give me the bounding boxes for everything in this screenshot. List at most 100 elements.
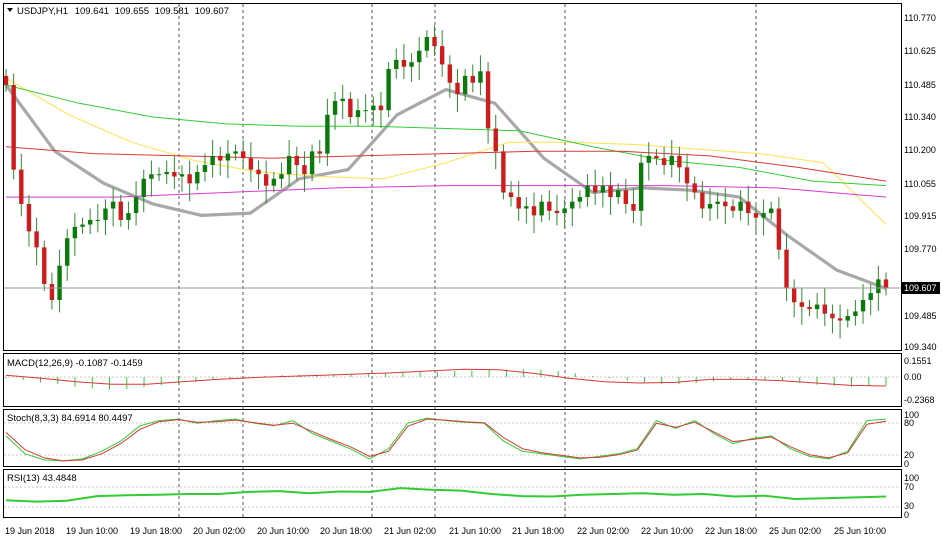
time-tick: 21 Jun 10:00 [449,526,501,536]
candle-body [394,59,399,70]
candle-body [11,85,16,170]
moving-average-green [5,84,887,187]
candle-body [110,201,116,209]
candle-body [876,279,881,294]
candle-body [241,151,246,159]
stoch-tick: 100 [904,410,919,420]
macd-title: MACD(12,26,9) -0.1087 -0.1459 [7,358,143,369]
candle-body [87,219,93,225]
macd-series [5,368,887,390]
candle-body [371,105,376,111]
candle-body [600,185,606,193]
macd-panel-frame [3,353,902,407]
macd-tick: -0.2368 [904,395,935,405]
stoch-signal-line [5,418,887,462]
candle-body [715,201,720,204]
time-tick: 20 Jun 02:00 [193,526,245,536]
time-tick: 22 Jun 02:00 [577,526,629,536]
triangle-down-icon[interactable] [7,8,13,12]
candle-body [34,231,39,248]
moving-average-magenta [6,185,887,198]
candle-body [302,165,307,175]
candle-body [684,167,690,184]
candle-body [3,75,9,86]
stoch-tick: 20 [904,450,914,460]
price-axis: 110.770 110.625 110.485 110.340 110.200 … [904,13,937,352]
price-tick: 109.770 [904,244,937,254]
stoch-tick: 80 [904,418,914,428]
candle-body [348,98,353,118]
candle-body [462,75,468,95]
candle-body [325,114,330,154]
main-panel-frame [3,3,902,351]
candle-body [202,165,208,172]
candle-body [126,213,131,220]
stoch-panel-frame [3,409,902,467]
price-tick: 110.770 [904,13,936,23]
current-price-tag [902,282,940,294]
candle-body [485,71,491,129]
candle-body [65,238,70,266]
time-tick: 19 Jun 10:00 [66,526,118,536]
current-price-value: 109.607 [904,283,937,293]
rsi-line [5,487,887,503]
candle-body [799,302,805,307]
price-tick: 109.485 [904,311,937,321]
price-tick: 110.625 [904,46,936,56]
candle-body [822,304,827,314]
candle-body [516,197,521,209]
candle-body [256,169,261,175]
candle-body [363,110,368,112]
candle-body [72,226,78,239]
candle-body [248,158,254,170]
time-tick: 19 Jun 18:00 [130,526,182,536]
candle-body [317,151,322,154]
macd-tick: 0.1551 [904,356,932,366]
candle-body [524,206,529,209]
candle-body [761,213,766,218]
candle-body [883,279,889,289]
candle-body [26,203,32,232]
candle-body [19,169,24,204]
candle-body [753,213,759,218]
candle-body [439,46,445,65]
candle-body [103,208,108,220]
time-axis: 19 Jun 2018 19 Jun 10:00 19 Jun 18:00 20… [5,526,886,536]
candle-body [623,190,629,204]
candle-body [355,110,361,118]
candle-body [378,105,384,111]
candle-body [417,50,422,63]
rsi-title: RSI(13) 43.4848 [7,473,77,484]
candle-body [424,37,430,51]
indicator-levels [4,376,901,508]
candle-body [707,203,713,209]
candle-body [309,151,315,175]
candle-body [608,185,613,198]
stochastic-series [5,417,887,462]
rsi-panel-frame [3,469,902,518]
candle-body [233,151,238,154]
rsi-tick: 70 [904,482,914,492]
candle-body [669,155,674,166]
candle-body [133,197,139,214]
candle-body [554,210,560,214]
rsi-tick: 30 [904,501,914,511]
macd-signal-line [5,368,887,387]
candle-body [531,206,537,216]
moving-average-red [5,146,887,182]
candle-body [172,171,177,177]
candle-body [860,299,866,312]
candle-body [692,183,697,193]
candle-body [547,201,552,211]
time-tick: 21 Jun 02:00 [384,526,436,536]
price-tick: 110.055 [904,179,936,189]
instrument-header: USDJPY,H1 109.641 109.655 109.581 109.60… [17,6,229,17]
candle-body [478,71,483,83]
candle-body [830,313,835,319]
candle-body [631,203,636,211]
price-tick: 110.485 [904,80,936,90]
candle-body [723,201,728,207]
stoch-tick: 0 [904,459,909,469]
candle-body [615,190,621,198]
